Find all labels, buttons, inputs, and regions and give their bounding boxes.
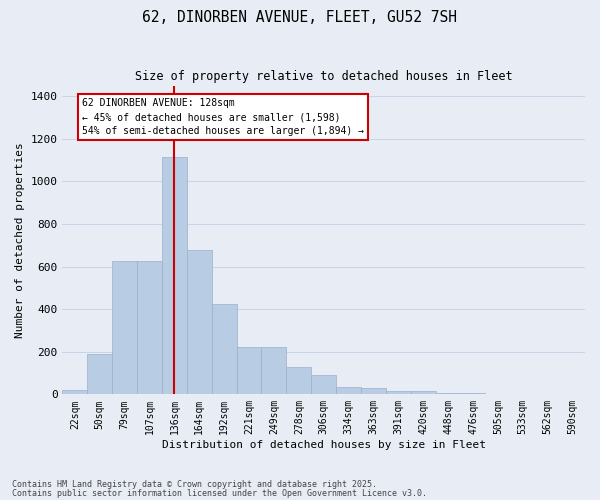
Bar bbox=[262, 348, 286, 395]
Bar bbox=[162, 157, 187, 394]
X-axis label: Distribution of detached houses by size in Fleet: Distribution of detached houses by size … bbox=[162, 440, 486, 450]
Bar bbox=[88, 354, 112, 395]
Title: Size of property relative to detached houses in Fleet: Size of property relative to detached ho… bbox=[135, 70, 512, 83]
Bar bbox=[212, 304, 236, 394]
Bar bbox=[112, 261, 137, 394]
Text: 62, DINORBEN AVENUE, FLEET, GU52 7SH: 62, DINORBEN AVENUE, FLEET, GU52 7SH bbox=[143, 10, 458, 25]
Text: Contains HM Land Registry data © Crown copyright and database right 2025.: Contains HM Land Registry data © Crown c… bbox=[12, 480, 377, 489]
Bar bbox=[62, 390, 88, 394]
Text: 62 DINORBEN AVENUE: 128sqm
← 45% of detached houses are smaller (1,598)
54% of s: 62 DINORBEN AVENUE: 128sqm ← 45% of deta… bbox=[82, 98, 364, 136]
Bar bbox=[187, 250, 212, 394]
Bar bbox=[286, 366, 311, 394]
Bar bbox=[137, 261, 162, 394]
Bar bbox=[411, 391, 436, 394]
Text: Contains public sector information licensed under the Open Government Licence v3: Contains public sector information licen… bbox=[12, 488, 427, 498]
Bar bbox=[336, 387, 361, 394]
Bar bbox=[236, 348, 262, 395]
Y-axis label: Number of detached properties: Number of detached properties bbox=[15, 142, 25, 338]
Bar bbox=[311, 375, 336, 394]
Bar bbox=[386, 390, 411, 394]
Bar bbox=[361, 388, 386, 394]
Bar bbox=[436, 392, 461, 394]
